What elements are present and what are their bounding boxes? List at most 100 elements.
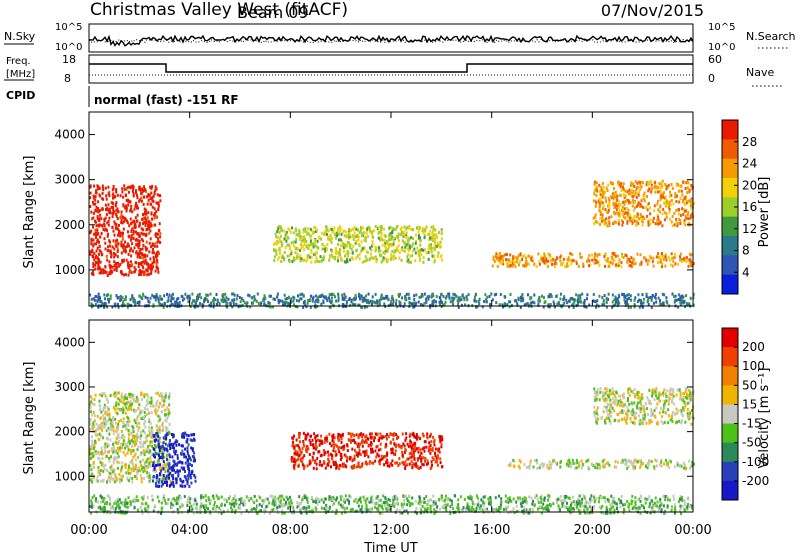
- data-cell: [98, 417, 101, 421]
- data-cell: [116, 217, 119, 221]
- data-cell: [425, 297, 427, 301]
- data-cell: [622, 201, 625, 204]
- data-cell: [342, 303, 345, 307]
- data-cell: [102, 464, 105, 468]
- data-cell: [152, 194, 155, 198]
- data-cell: [177, 303, 180, 307]
- data-cell: [687, 217, 690, 221]
- data-cell: [595, 259, 598, 263]
- data-cell: [232, 292, 235, 296]
- data-cell: [615, 263, 618, 267]
- data-cell: [303, 299, 306, 303]
- data-cell: [544, 300, 547, 304]
- data-cell: [393, 432, 396, 436]
- data-cell: [412, 443, 415, 447]
- data-cell: [452, 298, 455, 302]
- data-cell: [355, 256, 358, 260]
- data-cell: [508, 258, 511, 262]
- data-cell: [329, 442, 331, 446]
- data-cell: [617, 212, 620, 215]
- data-cell: [313, 446, 316, 450]
- data-cell: [337, 238, 340, 242]
- data-cell: [150, 269, 153, 273]
- data-cell: [323, 247, 326, 250]
- nsky-label: N.Sky: [4, 30, 36, 43]
- data-cell: [422, 248, 425, 252]
- data-cell: [343, 234, 346, 238]
- data-cell: [148, 231, 151, 235]
- data-cell: [97, 437, 100, 441]
- data-cell: [380, 232, 383, 236]
- data-cell: [142, 239, 145, 243]
- data-cell: [304, 227, 307, 231]
- data-cell: [199, 302, 201, 305]
- data-cell: [571, 303, 574, 307]
- data-cell: [164, 394, 167, 398]
- data-cell: [104, 463, 107, 467]
- data-cell: [135, 250, 138, 254]
- data-cell: [419, 448, 422, 452]
- data-cell: [119, 446, 122, 450]
- data-cell: [419, 303, 422, 307]
- data-cell: [529, 297, 532, 301]
- data-cell: [338, 450, 341, 454]
- y-tick-label: 3000: [54, 173, 85, 187]
- data-cell: [660, 460, 663, 464]
- data-cell: [626, 297, 629, 301]
- data-cell: [363, 454, 366, 458]
- data-cell: [411, 433, 414, 437]
- data-cell: [380, 235, 383, 239]
- data-cell: [686, 191, 689, 195]
- data-cell: [365, 250, 368, 254]
- data-cell: [640, 213, 642, 217]
- data-cell: [394, 250, 396, 254]
- data-cell: [116, 207, 119, 211]
- data-cell: [342, 230, 345, 234]
- data-cell: [170, 466, 173, 470]
- data-cell: [559, 292, 562, 296]
- data-cell: [301, 245, 304, 249]
- data-cell: [594, 199, 597, 203]
- data-cell: [154, 269, 157, 273]
- data-cell: [162, 436, 165, 440]
- data-cell: [374, 459, 377, 463]
- data-cell: [674, 298, 677, 302]
- data-cell: [111, 305, 114, 309]
- data-cell: [436, 254, 439, 258]
- data-cell: [613, 206, 616, 210]
- data-cell: [542, 305, 545, 309]
- data-cell: [149, 257, 152, 261]
- data-cell: [488, 295, 491, 298]
- data-cell: [432, 294, 435, 298]
- data-cell: [152, 461, 155, 465]
- data-cell: [107, 203, 110, 207]
- data-cell: [137, 246, 140, 250]
- data-cell: [320, 453, 323, 457]
- data-cell: [102, 406, 105, 410]
- data-cell: [320, 259, 323, 263]
- data-cell: [565, 462, 568, 466]
- beam-label: Beam 09: [237, 3, 309, 22]
- data-cell: [691, 212, 694, 216]
- data-cell: [131, 480, 134, 484]
- data-cell: [641, 462, 644, 466]
- data-cell: [156, 461, 159, 465]
- data-cell: [124, 295, 127, 299]
- data-cell: [689, 260, 692, 264]
- data-cell: [93, 451, 96, 454]
- data-cell: [168, 467, 171, 470]
- data-cell: [647, 296, 650, 300]
- data-cell: [288, 303, 291, 307]
- data-cell: [316, 239, 319, 243]
- data-cell: [109, 394, 112, 397]
- data-cell: [616, 297, 619, 301]
- data-cell: [146, 466, 149, 470]
- data-cell: [89, 293, 92, 297]
- data-cell: [135, 435, 138, 439]
- data-cell: [599, 193, 602, 197]
- data-cell: [115, 214, 118, 218]
- data-cell: [298, 229, 301, 233]
- data-cell: [661, 262, 664, 265]
- data-cell: [110, 425, 112, 429]
- data-cell: [93, 232, 96, 236]
